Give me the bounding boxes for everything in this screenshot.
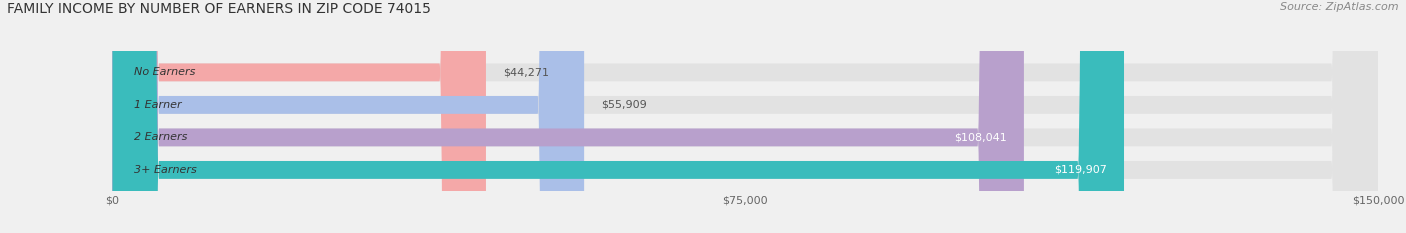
Text: $108,041: $108,041 (955, 132, 1007, 142)
FancyBboxPatch shape (112, 0, 486, 233)
Text: Source: ZipAtlas.com: Source: ZipAtlas.com (1281, 2, 1399, 12)
FancyBboxPatch shape (112, 0, 1378, 233)
FancyBboxPatch shape (112, 0, 583, 233)
FancyBboxPatch shape (112, 0, 1378, 233)
Text: $44,271: $44,271 (503, 67, 548, 77)
FancyBboxPatch shape (112, 0, 1378, 233)
Text: 1 Earner: 1 Earner (134, 100, 181, 110)
Text: $55,909: $55,909 (600, 100, 647, 110)
FancyBboxPatch shape (112, 0, 1123, 233)
FancyBboxPatch shape (112, 0, 1378, 233)
Text: 2 Earners: 2 Earners (134, 132, 187, 142)
Text: No Earners: No Earners (134, 67, 195, 77)
Text: $119,907: $119,907 (1054, 165, 1107, 175)
Text: FAMILY INCOME BY NUMBER OF EARNERS IN ZIP CODE 74015: FAMILY INCOME BY NUMBER OF EARNERS IN ZI… (7, 2, 430, 16)
FancyBboxPatch shape (112, 0, 1024, 233)
Text: 3+ Earners: 3+ Earners (134, 165, 197, 175)
